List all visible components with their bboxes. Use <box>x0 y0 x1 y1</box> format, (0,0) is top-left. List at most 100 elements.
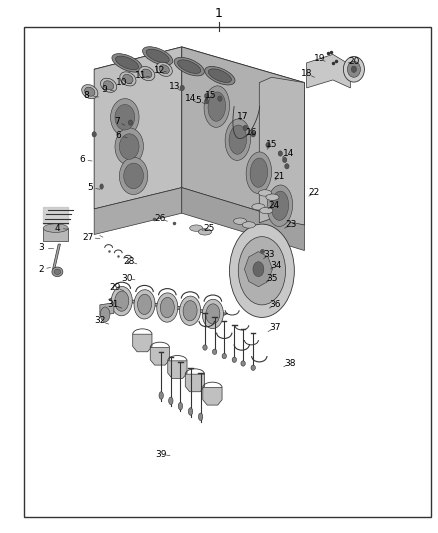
Ellipse shape <box>101 78 117 92</box>
Text: 1: 1 <box>215 7 223 20</box>
Text: 15: 15 <box>205 92 217 100</box>
Ellipse shape <box>111 287 132 316</box>
Text: 19: 19 <box>314 54 325 63</box>
Ellipse shape <box>205 99 208 104</box>
Text: 23: 23 <box>286 221 297 229</box>
Polygon shape <box>109 297 228 316</box>
Ellipse shape <box>124 163 144 189</box>
Ellipse shape <box>159 392 163 399</box>
Text: 27: 27 <box>83 233 94 241</box>
Ellipse shape <box>110 99 139 136</box>
Ellipse shape <box>123 75 133 83</box>
Text: 8: 8 <box>84 92 90 100</box>
Text: 20: 20 <box>348 57 360 66</box>
Polygon shape <box>53 244 60 269</box>
Ellipse shape <box>278 151 283 156</box>
Ellipse shape <box>242 222 255 228</box>
Ellipse shape <box>82 85 98 99</box>
Polygon shape <box>244 252 272 287</box>
Ellipse shape <box>112 54 142 72</box>
Ellipse shape <box>115 128 144 165</box>
Ellipse shape <box>206 304 220 324</box>
Ellipse shape <box>142 47 173 65</box>
Ellipse shape <box>157 293 178 322</box>
Ellipse shape <box>203 345 207 350</box>
Polygon shape <box>94 188 182 235</box>
Text: 17: 17 <box>237 112 249 120</box>
Ellipse shape <box>120 72 136 86</box>
Text: 28: 28 <box>124 257 135 265</box>
Polygon shape <box>43 228 68 241</box>
Ellipse shape <box>205 93 209 99</box>
Text: 34: 34 <box>270 261 282 270</box>
Text: 21: 21 <box>274 173 285 181</box>
Ellipse shape <box>266 142 270 148</box>
Text: 32: 32 <box>94 317 106 325</box>
Ellipse shape <box>141 69 152 78</box>
Polygon shape <box>94 47 304 107</box>
Ellipse shape <box>139 67 155 80</box>
Text: 35: 35 <box>266 274 277 282</box>
Ellipse shape <box>218 96 222 101</box>
Text: 12: 12 <box>154 66 166 75</box>
Text: 29: 29 <box>109 284 120 292</box>
Ellipse shape <box>250 158 268 187</box>
Ellipse shape <box>115 104 135 130</box>
Ellipse shape <box>198 413 203 421</box>
Ellipse shape <box>146 49 169 63</box>
Text: 13: 13 <box>169 82 180 91</box>
Ellipse shape <box>180 85 184 91</box>
Text: 14: 14 <box>185 94 196 103</box>
Ellipse shape <box>52 267 63 277</box>
Text: 14: 14 <box>283 149 294 158</box>
Ellipse shape <box>174 58 205 76</box>
Ellipse shape <box>243 125 247 131</box>
Text: 26: 26 <box>154 214 166 223</box>
Ellipse shape <box>251 365 255 370</box>
Text: 16: 16 <box>246 128 258 136</box>
Ellipse shape <box>347 61 360 77</box>
Text: 25: 25 <box>204 224 215 232</box>
Text: 31: 31 <box>107 301 119 309</box>
Text: 18: 18 <box>301 69 312 78</box>
Ellipse shape <box>160 297 174 318</box>
Ellipse shape <box>119 157 148 195</box>
Ellipse shape <box>253 262 264 277</box>
Ellipse shape <box>92 132 96 137</box>
Ellipse shape <box>128 120 133 125</box>
Ellipse shape <box>251 132 255 137</box>
Ellipse shape <box>115 291 129 311</box>
Ellipse shape <box>241 361 245 366</box>
Polygon shape <box>150 348 170 365</box>
Ellipse shape <box>283 157 287 163</box>
Ellipse shape <box>204 86 230 127</box>
Text: 5: 5 <box>87 183 93 192</box>
Text: 3: 3 <box>39 244 45 252</box>
Text: 7: 7 <box>114 117 120 126</box>
Polygon shape <box>307 54 350 88</box>
Ellipse shape <box>43 224 68 232</box>
Text: 38: 38 <box>284 359 296 368</box>
Ellipse shape <box>208 69 231 83</box>
Ellipse shape <box>260 207 273 214</box>
Ellipse shape <box>138 294 152 314</box>
Ellipse shape <box>205 67 235 85</box>
Text: 22: 22 <box>309 189 320 197</box>
Text: 9: 9 <box>101 85 107 94</box>
Ellipse shape <box>285 164 289 169</box>
Ellipse shape <box>188 408 193 415</box>
Ellipse shape <box>232 357 237 362</box>
Polygon shape <box>133 334 152 352</box>
Ellipse shape <box>208 92 226 121</box>
Text: 6: 6 <box>115 132 121 140</box>
Ellipse shape <box>222 353 226 359</box>
Ellipse shape <box>229 125 247 154</box>
Ellipse shape <box>116 56 138 70</box>
Ellipse shape <box>233 218 247 224</box>
Text: 2: 2 <box>39 265 44 273</box>
Polygon shape <box>203 387 222 405</box>
Ellipse shape <box>266 194 279 200</box>
Ellipse shape <box>190 225 203 231</box>
Text: 36: 36 <box>269 301 281 309</box>
Ellipse shape <box>351 66 357 72</box>
